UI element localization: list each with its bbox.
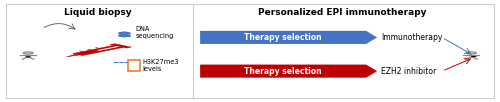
Polygon shape	[96, 46, 120, 51]
Text: Therapy selection: Therapy selection	[244, 67, 322, 76]
Circle shape	[118, 62, 124, 63]
Circle shape	[124, 62, 130, 63]
Text: Therapy selection: Therapy selection	[244, 33, 322, 42]
FancyArrow shape	[200, 31, 377, 44]
Text: Liquid biopsy: Liquid biopsy	[64, 8, 132, 17]
Circle shape	[25, 56, 31, 57]
Text: DNA
sequencing: DNA sequencing	[136, 26, 173, 39]
Circle shape	[471, 56, 477, 57]
Text: H3K27me3
levels: H3K27me3 levels	[142, 59, 179, 72]
Circle shape	[113, 62, 118, 63]
Text: Immunotherapy: Immunotherapy	[381, 33, 442, 42]
FancyBboxPatch shape	[6, 4, 494, 98]
Polygon shape	[110, 44, 132, 48]
FancyArrow shape	[200, 65, 377, 78]
Text: EZH2 inhibitor: EZH2 inhibitor	[381, 67, 436, 76]
Text: Personalized EPI immunotherapy: Personalized EPI immunotherapy	[258, 8, 426, 17]
Polygon shape	[66, 54, 80, 57]
Polygon shape	[72, 45, 123, 56]
